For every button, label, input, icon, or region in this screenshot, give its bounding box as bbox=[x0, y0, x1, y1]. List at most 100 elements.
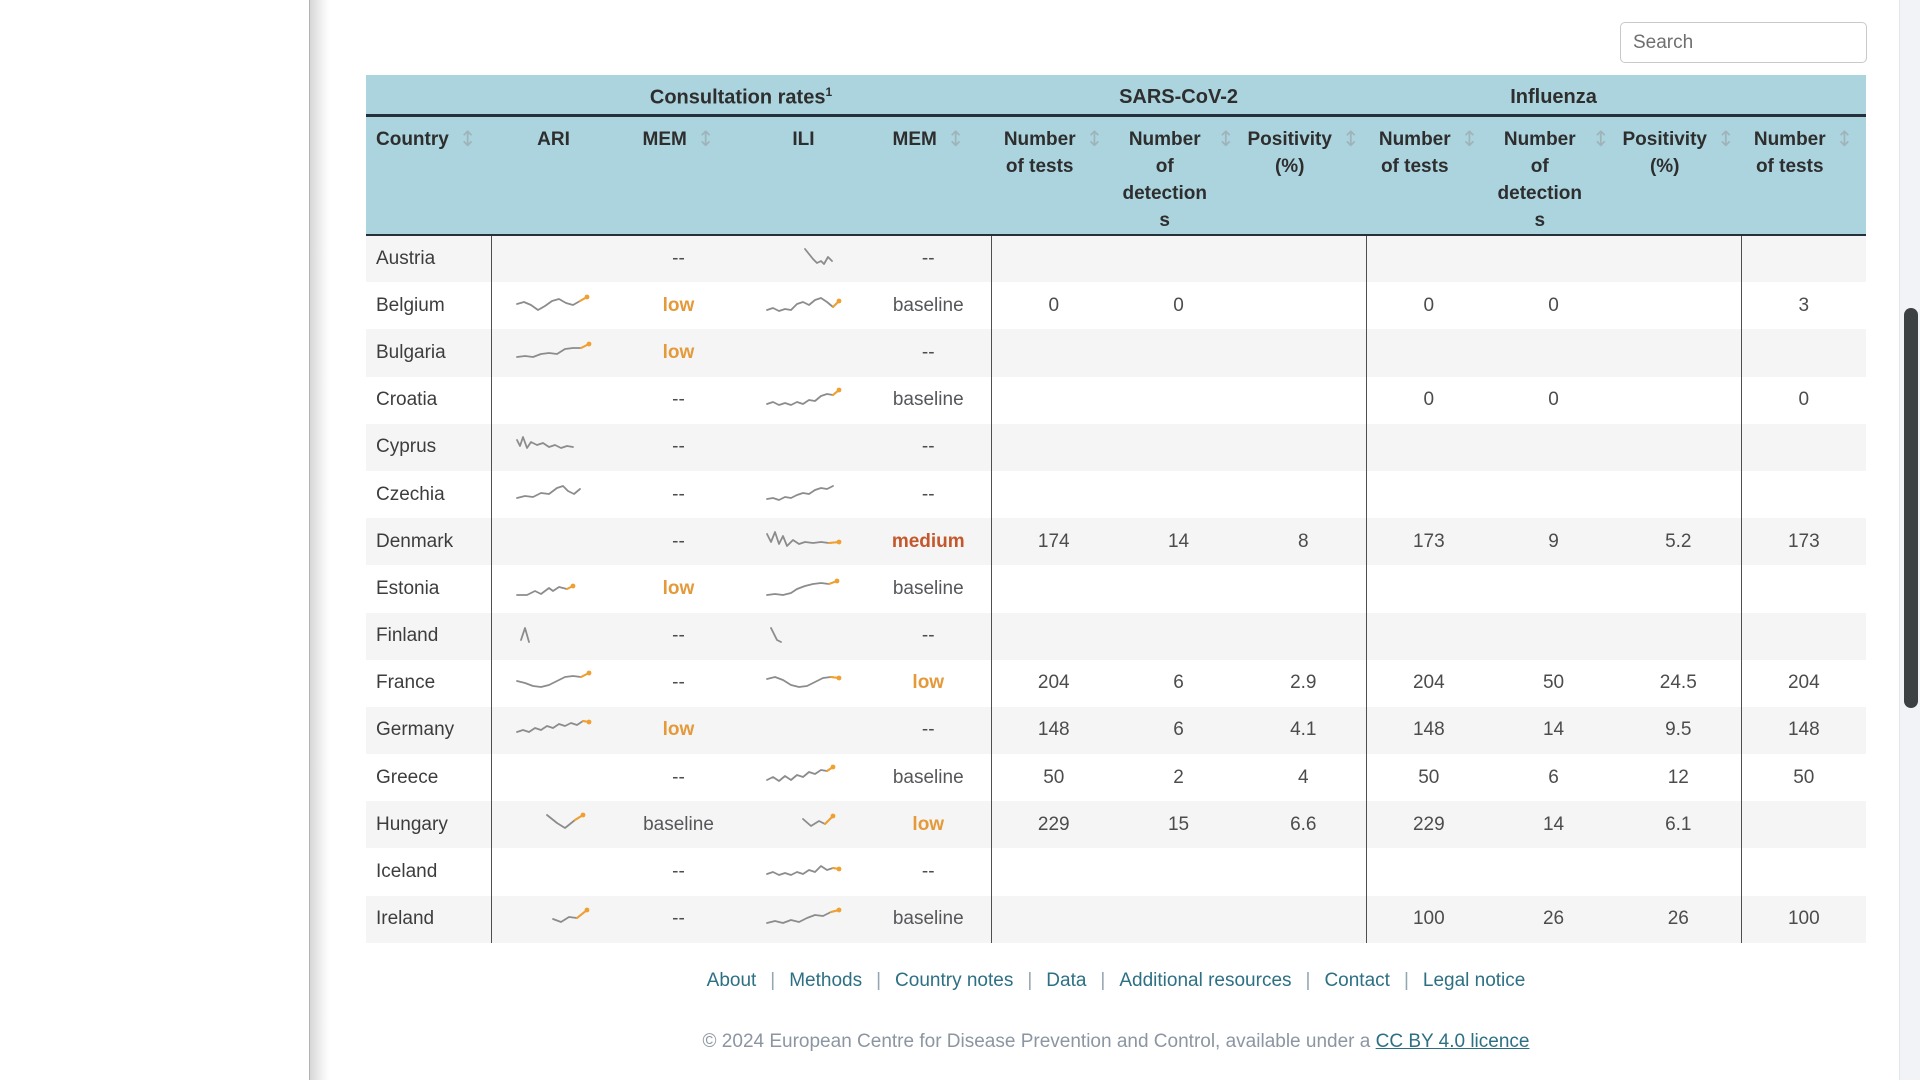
column-label: MEM bbox=[642, 129, 687, 150]
cell-other-tests: 100 bbox=[1740, 895, 1866, 943]
sort-icon[interactable] bbox=[1217, 126, 1235, 152]
cell-country: France bbox=[376, 672, 436, 694]
column-header-number[interactable]: Number of tests bbox=[991, 117, 1117, 236]
column-header-positivity[interactable]: Positivity (%) bbox=[1241, 117, 1367, 236]
footer-links: About | Methods | Country notes | Data | Additio… bbox=[366, 970, 1866, 992]
sort-icon[interactable] bbox=[1717, 126, 1735, 152]
cell-sars-tests bbox=[990, 235, 1117, 283]
column-header-mem[interactable]: MEM bbox=[866, 117, 992, 236]
cell-ili-mem-level: -- bbox=[921, 861, 935, 883]
table-row-greece: Greece -- baseline 50 2 4 50 6 12 50 bbox=[366, 754, 1866, 802]
table-row-croatia: Croatia -- baseline 0 0 0 bbox=[366, 376, 1866, 424]
cell-ari-sparkline bbox=[490, 376, 616, 424]
table-row-france: France -- low 204 6 2.9 204 50 24.5 204 bbox=[366, 659, 1866, 707]
search-input[interactable] bbox=[1620, 22, 1867, 63]
footer-link-legal-notice[interactable]: Legal notice bbox=[1422, 970, 1526, 991]
vertical-scrollbar-thumb[interactable] bbox=[1904, 308, 1918, 708]
cell-ari-sparkline bbox=[490, 423, 616, 471]
footer-link-about[interactable]: About bbox=[706, 970, 757, 991]
latest-week-dot bbox=[830, 764, 835, 770]
footer-link-separator: | bbox=[876, 970, 882, 991]
cell-ili-sparkline bbox=[741, 377, 866, 424]
footer-link-country-notes[interactable]: Country notes bbox=[895, 970, 1014, 991]
cell-influenza-detections bbox=[1491, 329, 1617, 377]
cell-ili-sparkline bbox=[741, 518, 866, 566]
column-header-mem[interactable]: MEM bbox=[616, 117, 741, 236]
cell-country: Estonia bbox=[376, 577, 440, 599]
cell-influenza-detections: 14 bbox=[1491, 706, 1617, 755]
cell-ili-sparkline bbox=[741, 848, 866, 895]
cell-sars-positivity bbox=[1241, 612, 1367, 660]
cell-ili-mem-level: baseline bbox=[892, 766, 964, 788]
cc-by-licence-link[interactable]: CC BY 4.0 licence bbox=[1375, 1031, 1530, 1052]
cell-ili-sparkline bbox=[741, 329, 866, 377]
latest-week-dot bbox=[836, 539, 841, 545]
cell-ari-mem-level: -- bbox=[672, 483, 685, 505]
cell-sars-tests bbox=[990, 612, 1117, 660]
cell-ili-mem-level: -- bbox=[866, 329, 992, 377]
cell-sars-positivity: 4 bbox=[1297, 766, 1309, 788]
column-label: Number of tests bbox=[1378, 129, 1451, 177]
cell-sars-tests: 50 bbox=[990, 754, 1117, 802]
footer-link-contact[interactable]: Contact bbox=[1324, 970, 1390, 991]
cell-sars-positivity bbox=[1241, 895, 1367, 943]
cell-influenza-tests bbox=[1365, 423, 1492, 471]
group-title: Influenza bbox=[1510, 85, 1597, 108]
group-header-sars-cov-2: SARS-CoV-2 bbox=[991, 75, 1367, 117]
cell-influenza-detections: 0 bbox=[1548, 389, 1559, 411]
cell-ili-mem-level: low bbox=[912, 672, 945, 694]
ili-sparkline bbox=[765, 907, 841, 925]
cell-other-tests bbox=[1740, 801, 1866, 849]
cell-ili-sparkline bbox=[741, 423, 866, 471]
sort-icon[interactable] bbox=[1592, 126, 1610, 152]
cell-influenza-positivity bbox=[1616, 565, 1741, 612]
ari-sparkline bbox=[515, 670, 592, 689]
sort-icon[interactable] bbox=[459, 126, 477, 152]
footnote-marker: 1 bbox=[825, 84, 833, 99]
cell-influenza-tests: 229 bbox=[1365, 801, 1492, 849]
sort-icon[interactable] bbox=[1086, 126, 1104, 152]
cell-ari-mem-level: -- bbox=[672, 766, 685, 788]
ili-sparkline bbox=[765, 296, 841, 312]
cell-ari-sparkline bbox=[490, 801, 616, 849]
cell-ili-sparkline bbox=[741, 660, 866, 707]
cell-influenza-positivity bbox=[1616, 282, 1741, 329]
table-body: Austria -- -- Belgium low baseline 0 0 0 0 3 Bulgar… bbox=[366, 235, 1866, 943]
footer-link-additional-resources[interactable]: Additional resources bbox=[1119, 970, 1292, 991]
vertical-scrollbar-track[interactable] bbox=[1899, 0, 1920, 1080]
cell-sars-detections bbox=[1116, 423, 1242, 471]
footer-link-methods[interactable]: Methods bbox=[789, 970, 863, 991]
footer-link-data[interactable]: Data bbox=[1046, 970, 1087, 991]
cell-sars-detections bbox=[1116, 377, 1241, 424]
sort-icon[interactable] bbox=[1461, 126, 1479, 152]
column-header-number[interactable]: Number of tests bbox=[1741, 117, 1866, 236]
cell-sars-tests bbox=[990, 848, 1117, 896]
sort-icon[interactable] bbox=[697, 126, 715, 152]
sort-icon[interactable] bbox=[947, 126, 965, 152]
footer-link-separator: | bbox=[1305, 970, 1311, 991]
cell-ili-mem-level: -- bbox=[921, 483, 935, 505]
cell-country: Bulgaria bbox=[366, 329, 491, 377]
column-label: Number of tests bbox=[1003, 129, 1076, 177]
column-header-number[interactable]: Number of tests bbox=[1366, 117, 1492, 236]
latest-week-dot bbox=[570, 583, 576, 589]
cell-ili-mem-level: -- bbox=[866, 423, 992, 471]
cell-sars-positivity: 4.1 bbox=[1241, 706, 1367, 755]
cell-ari-mem-level: -- bbox=[672, 861, 685, 883]
sort-icon[interactable] bbox=[1342, 126, 1360, 152]
cell-country: Greece bbox=[376, 766, 439, 788]
cell-influenza-tests: 0 bbox=[1365, 376, 1492, 424]
column-header-positivity[interactable]: Positivity (%) bbox=[1616, 117, 1742, 236]
cell-sars-positivity bbox=[1241, 282, 1366, 329]
column-header-number[interactable]: Number of detection s bbox=[1116, 117, 1242, 236]
sort-icon[interactable] bbox=[1836, 126, 1854, 152]
cell-influenza-tests: 204 bbox=[1365, 659, 1492, 707]
column-header-number[interactable]: Number of detection s bbox=[1491, 117, 1617, 236]
ari-sparkline bbox=[545, 812, 586, 829]
table-row-cyprus: Cyprus -- -- bbox=[366, 423, 1866, 471]
cell-influenza-detections bbox=[1491, 612, 1617, 660]
column-header-country[interactable]: Country bbox=[366, 117, 491, 236]
cell-other-tests bbox=[1740, 612, 1866, 660]
cell-ili-sparkline bbox=[741, 801, 866, 849]
cell-ari-sparkline bbox=[490, 282, 616, 330]
